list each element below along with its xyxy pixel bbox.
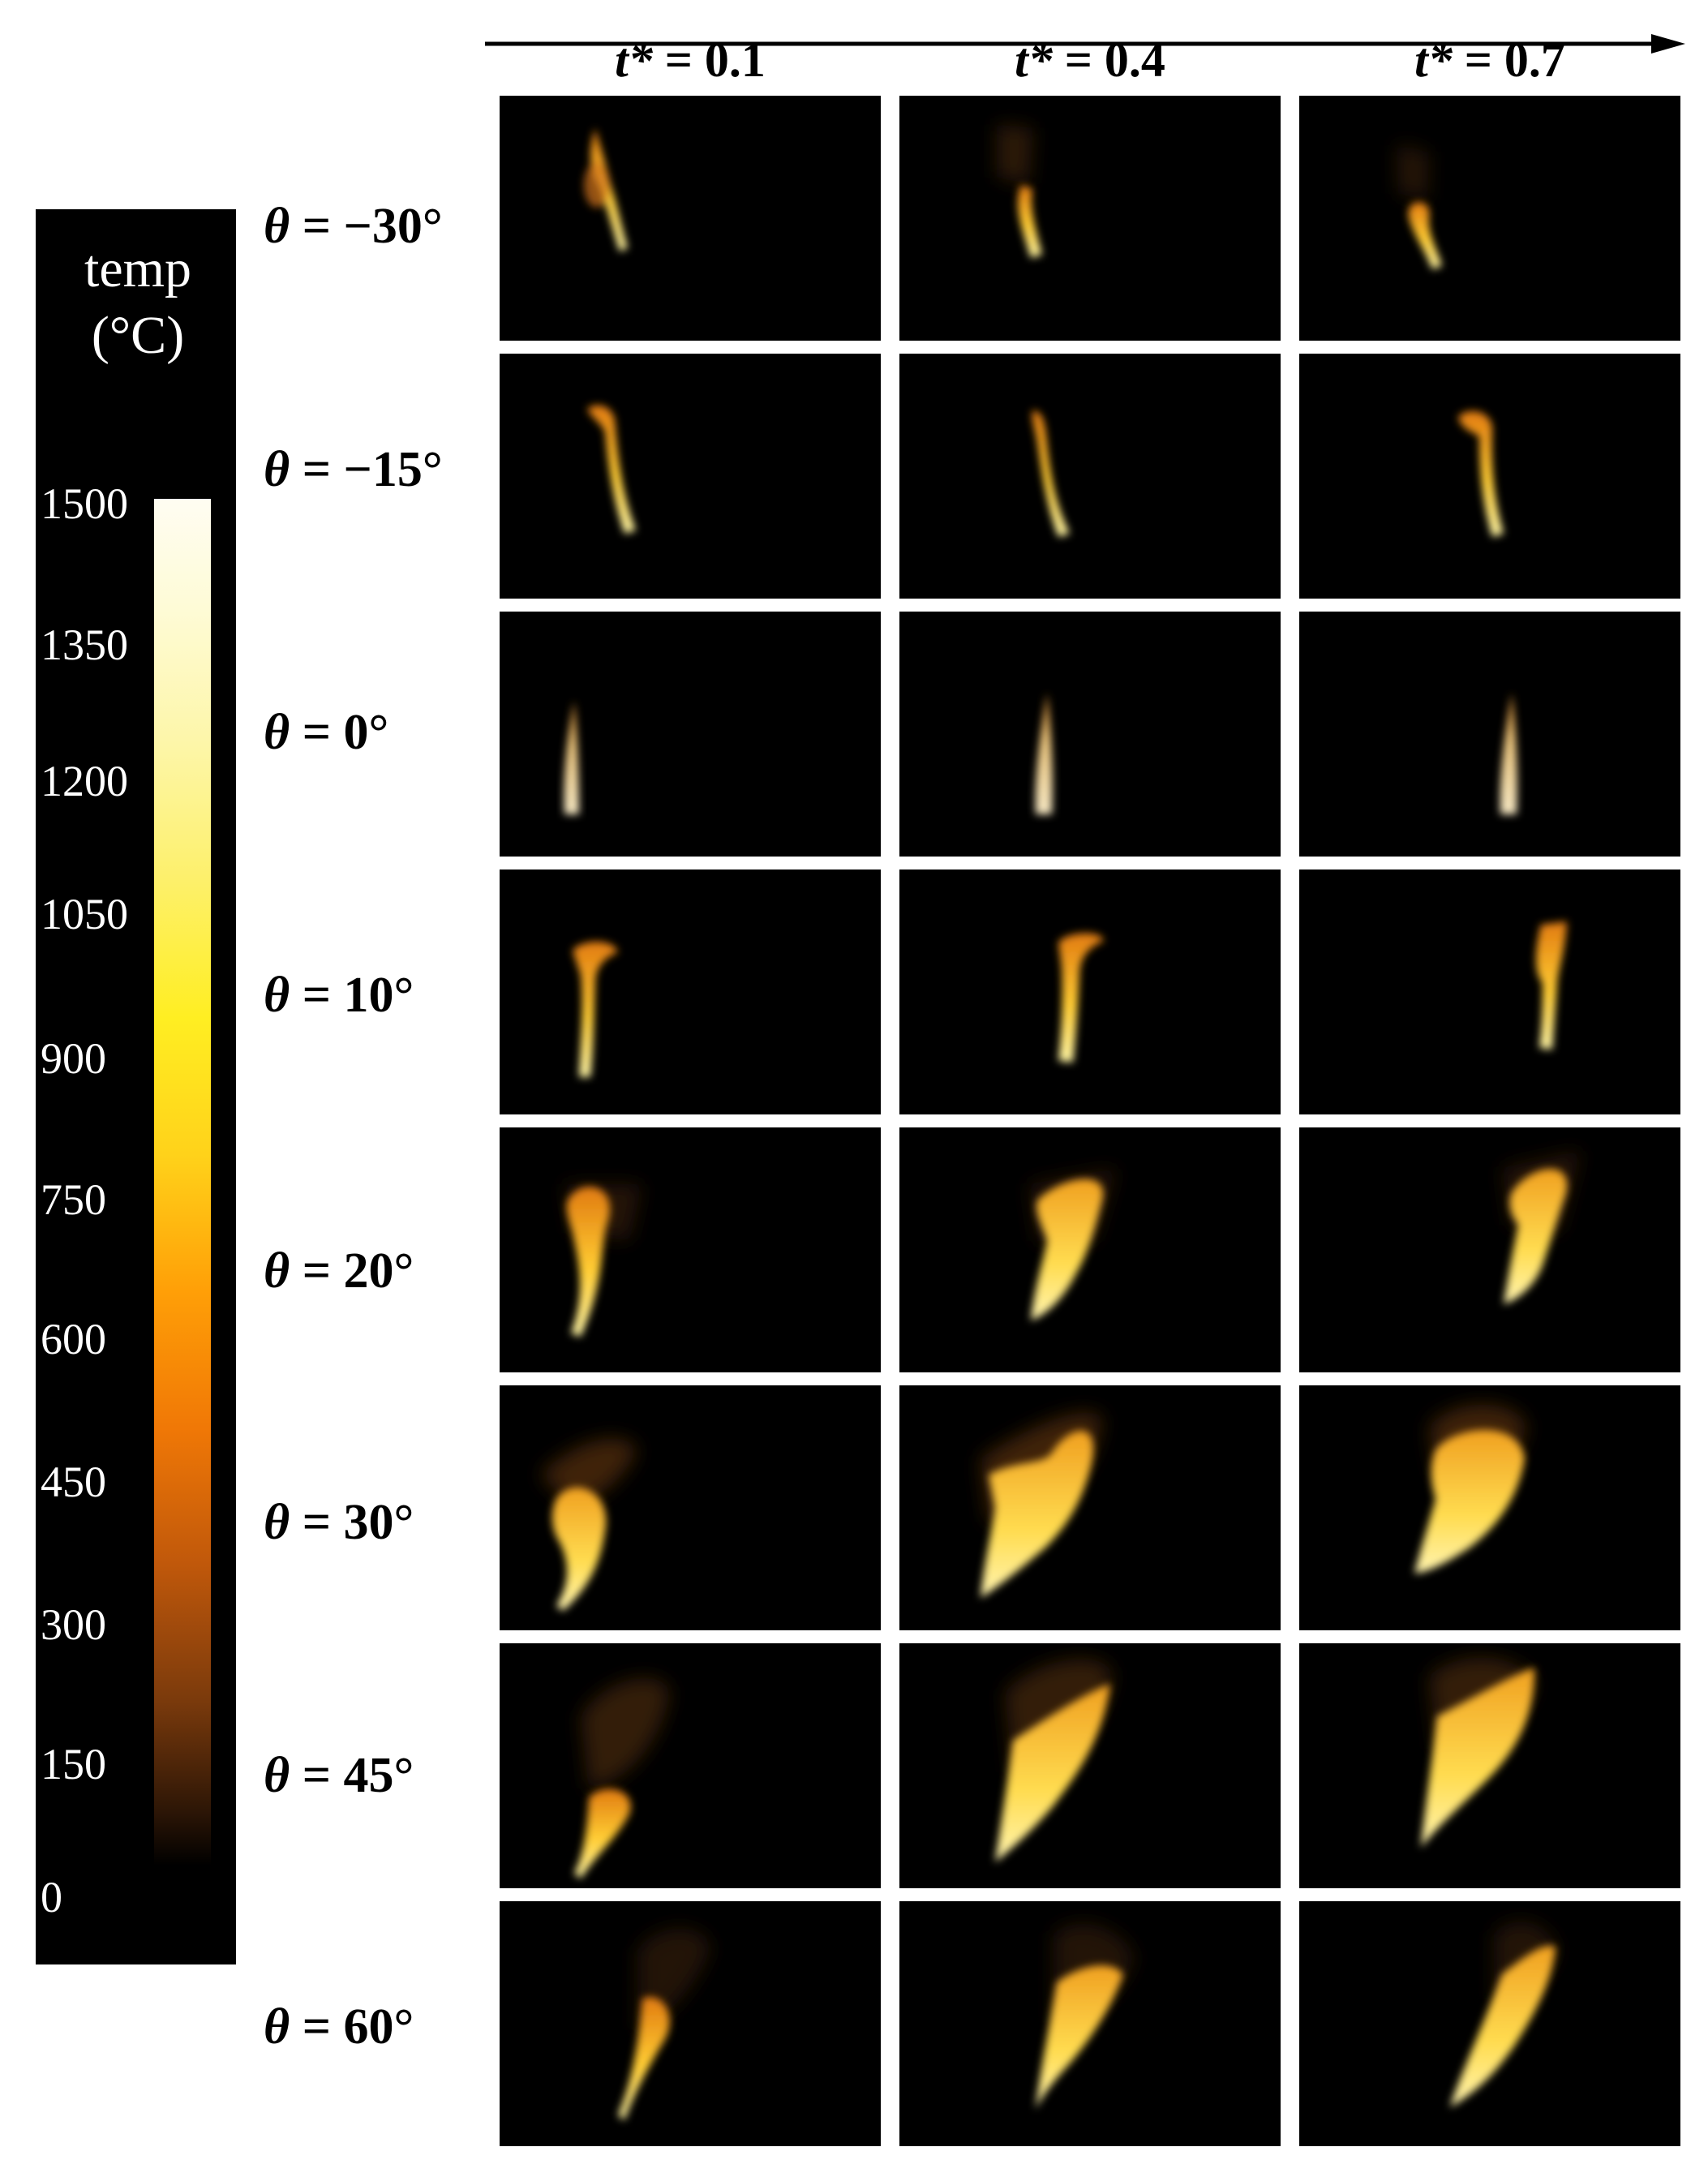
flame-panel [500,1385,881,1630]
flame-panel [500,96,881,341]
flame-panel [500,612,881,857]
flame-panel [1299,96,1680,341]
colorbar-tick: 1350 [41,620,128,669]
flame-panel [1299,1643,1680,1888]
flame-panel [500,1643,881,1888]
flame-panel [500,1901,881,2146]
time-symbol: t* [1414,33,1453,87]
row-label-theta-minus15: θ = −15° [264,444,483,495]
theta-symbol: θ [264,968,290,1023]
theta-value: = 60° [302,1999,414,2055]
flame-panel [899,870,1281,1114]
colorbar-tick: 750 [41,1175,106,1224]
theta-symbol: θ [264,1495,290,1550]
theta-value: = 45° [302,1748,414,1803]
column-label-t04: t* = 0.4 [899,36,1281,84]
colorbar-tick: 150 [41,1740,106,1788]
flame-panel [899,1385,1281,1630]
column-label-t07: t* = 0.7 [1299,36,1680,84]
colorbar-gradient [154,499,211,1866]
theta-value: = −15° [302,442,443,497]
colorbar-tick: 900 [41,1034,106,1083]
theta-value: = −30° [302,199,443,254]
colorbar-tick: 1500 [41,479,128,528]
theta-value: = 30° [302,1495,414,1550]
colorbar-title-line1: temp [84,239,191,298]
row-label-theta-0: θ = 0° [264,707,483,758]
colorbar-tick: 300 [41,1600,106,1649]
colorbar-tick: 1200 [41,757,128,805]
row-label-theta-minus30: θ = −30° [264,201,483,251]
time-value: = 0.7 [1464,33,1565,87]
theta-symbol: θ [264,705,290,760]
time-value: = 0.4 [1064,33,1165,87]
flame-panel [899,1643,1281,1888]
row-label-theta-60: θ = 60° [264,2002,483,2052]
flame-panel [899,96,1281,341]
flame-panel [1299,1127,1680,1372]
colorbar-tick: 1050 [41,890,128,938]
row-label-theta-45: θ = 45° [264,1750,483,1801]
colorbar-title-unit: (°C) [91,306,185,365]
theta-value: = 20° [302,1243,414,1299]
flame-panel [500,870,881,1114]
theta-symbol: θ [264,199,290,254]
row-label-theta-20: θ = 20° [264,1246,483,1296]
row-label-theta-10: θ = 10° [264,970,483,1020]
time-symbol: t* [1015,33,1053,87]
column-label-t01: t* = 0.1 [500,36,881,84]
time-arrow [485,34,1685,54]
flame-panel [1299,1901,1680,2146]
colorbar-tick: 600 [41,1315,106,1363]
flame-panel [1299,612,1680,857]
theta-value: = 10° [302,968,414,1023]
theta-value: = 0° [302,705,389,760]
flame-panel [899,354,1281,599]
time-symbol: t* [615,33,653,87]
colorbar-tick: 0 [41,1873,62,1922]
flame-panel [500,1127,881,1372]
theta-symbol: θ [264,1748,290,1803]
colorbar-tick: 450 [41,1458,106,1506]
flame-panel [500,354,881,599]
flame-panel [1299,1385,1680,1630]
flame-panel [899,612,1281,857]
theta-symbol: θ [264,442,290,497]
row-label-theta-30: θ = 30° [264,1497,483,1548]
flame-panel [899,1901,1281,2146]
flame-panel [899,1127,1281,1372]
theta-symbol: θ [264,1999,290,2055]
time-value: = 0.1 [664,33,766,87]
flame-panel [1299,870,1680,1114]
theta-symbol: θ [264,1243,290,1299]
flame-panel [1299,354,1680,599]
